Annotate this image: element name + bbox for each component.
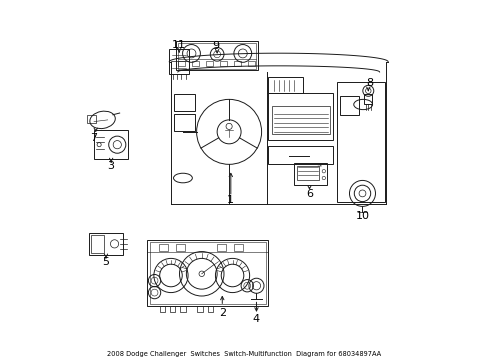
Bar: [234, 244, 243, 251]
Bar: [178, 43, 256, 68]
Bar: [219, 61, 227, 66]
Bar: [296, 166, 318, 180]
Bar: [149, 242, 265, 303]
Text: 9: 9: [211, 41, 219, 51]
Bar: [180, 306, 185, 312]
Bar: [197, 306, 203, 312]
Bar: [268, 93, 333, 140]
Bar: [90, 235, 104, 253]
Bar: [364, 94, 372, 104]
Text: 11: 11: [172, 40, 186, 50]
Bar: [170, 306, 175, 312]
Bar: [293, 163, 326, 185]
Bar: [176, 244, 184, 251]
Bar: [159, 244, 167, 251]
Bar: [205, 61, 213, 66]
Bar: [174, 94, 195, 111]
Bar: [233, 61, 241, 66]
Text: 5: 5: [102, 257, 109, 267]
Bar: [268, 145, 333, 164]
Bar: [87, 115, 96, 123]
Text: 3: 3: [107, 161, 114, 171]
Bar: [340, 96, 358, 115]
Bar: [336, 82, 384, 202]
Bar: [169, 49, 189, 74]
Text: 2008 Dodge Challenger  Switches  Switch-Multifunction  Diagram for 68034897AA: 2008 Dodge Challenger Switches Switch-Mu…: [107, 351, 381, 357]
Bar: [147, 240, 268, 306]
Text: 6: 6: [305, 189, 312, 199]
Bar: [217, 244, 225, 251]
Bar: [178, 61, 185, 66]
Bar: [94, 130, 128, 159]
Text: 10: 10: [355, 211, 369, 221]
Bar: [271, 106, 329, 134]
Text: 8: 8: [365, 78, 372, 88]
Bar: [207, 306, 213, 312]
Text: 4: 4: [252, 314, 260, 324]
Text: 2: 2: [218, 308, 225, 318]
Bar: [174, 114, 195, 131]
Bar: [176, 41, 258, 70]
Bar: [268, 77, 302, 93]
Bar: [89, 233, 123, 255]
Bar: [160, 306, 165, 312]
Text: 7: 7: [90, 133, 98, 143]
Bar: [247, 61, 255, 66]
Bar: [191, 61, 199, 66]
Text: 1: 1: [227, 195, 234, 205]
